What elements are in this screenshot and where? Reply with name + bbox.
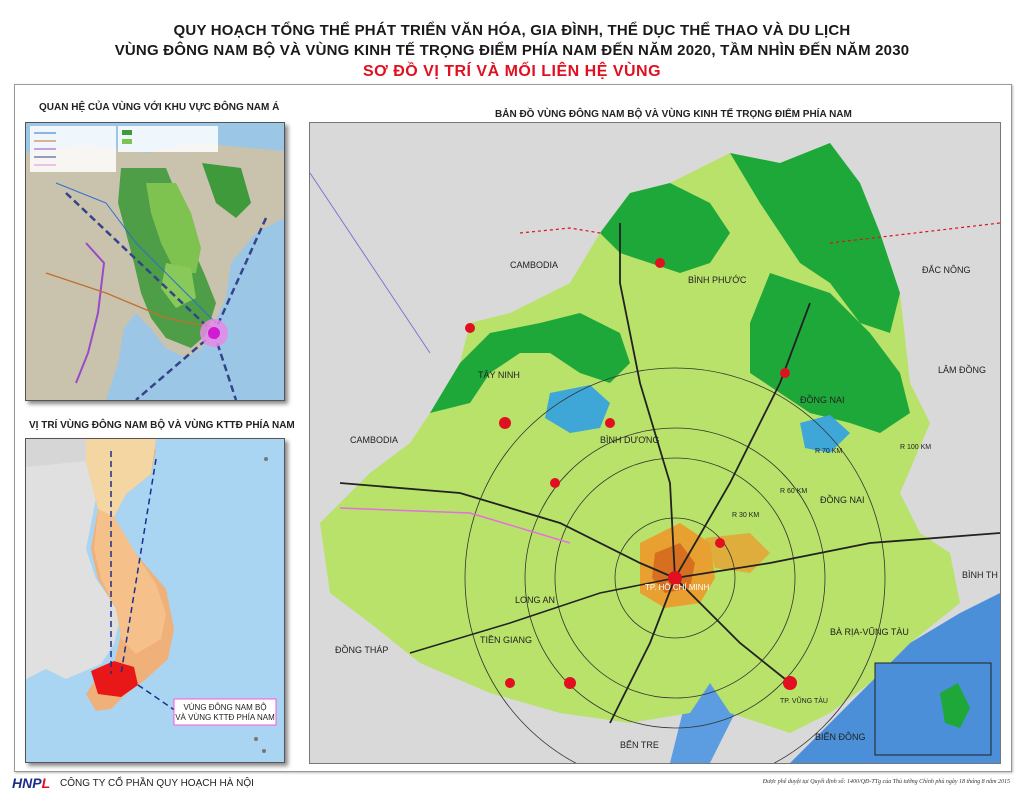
company-logo: HNPL [12,775,50,791]
southeast-asia-map [25,122,285,401]
panel-title-main-map: BẢN ĐỒ VÙNG ĐÔNG NAM BỘ VÀ VÙNG KINH TẾ … [495,109,852,120]
vietnam-location-map: VÙNG ĐÔNG NAM BỘ VÀ VÙNG KTTĐ PHÍA NAM [25,438,285,763]
title-line-1: QUY HOẠCH TỔNG THỂ PHÁT TRIỂN VĂN HÓA, G… [173,22,851,39]
logo-accent-text: L [41,775,51,791]
label-r100: R 100 KM [900,444,931,451]
company-name: CÔNG TY CỔ PHẦN QUY HOẠCH HÀ NỘI [60,778,254,789]
label-dong-thap: ĐỒNG THÁP [335,644,388,655]
location-callout-line-2: VÀ VÙNG KTTĐ PHÍA NAM [175,713,275,722]
label-cambodia-west: CAMBODIA [350,435,398,445]
label-dong-nai-north: ĐỒNG NAI [800,394,845,405]
regional-map: CAMBODIA CAMBODIA BÌNH PHƯỚC TÂY NINH BÌ… [309,122,1001,764]
approval-note: Được phê duyệt tại Quyết định số: 1400/Q… [762,779,1010,785]
label-ben-tre: BẾN TRE [620,740,659,750]
label-cambodia-north: CAMBODIA [510,260,558,270]
label-tp-vung-tau: TP. VŨNG TÀU [780,696,828,705]
map-sheet-frame: QUAN HỆ CỦA VÙNG VỚI KHU VỰC ĐÔNG NAM Á [14,84,1012,772]
label-bien-dong: BIỂN ĐÔNG [815,731,866,742]
vietnam-location-map-graphic: VÙNG ĐÔNG NAM BỘ VÀ VÙNG KTTĐ PHÍA NAM [26,439,284,762]
map-subtitle: SƠ ĐỒ VỊ TRÍ VÀ MỐI LIÊN HỆ VÙNG [362,63,662,80]
label-binh-thuan: BÌNH TH [962,570,998,580]
regional-map-graphic: CAMBODIA CAMBODIA BÌNH PHƯỚC TÂY NINH BÌ… [310,123,1000,763]
label-binh-duong: BÌNH DƯƠNG [600,435,659,445]
logo-main-text: HNP [12,775,42,791]
label-lam-dong: LÂM ĐỒNG [938,364,986,375]
southeast-asia-map-graphic [26,123,284,400]
label-long-an: LONG AN [515,595,555,605]
panel-title-location: VỊ TRÍ VÙNG ĐÔNG NAM BỘ VÀ VÙNG KTTĐ PHÍ… [29,420,295,431]
label-tien-giang: TIỀN GIANG [480,635,532,645]
label-r30: R 30 KM [732,512,759,519]
label-tay-ninh: TÂY NINH [478,370,520,380]
label-binh-phuoc: BÌNH PHƯỚC [688,275,747,285]
label-dong-nai-south: ĐỒNG NAI [820,494,865,505]
label-r60: R 60 KM [780,488,807,495]
panel-title-southeast-asia: QUAN HỆ CỦA VÙNG VỚI KHU VỰC ĐÔNG NAM Á [39,102,280,113]
title-line-2: VÙNG ĐÔNG NAM BỘ VÀ VÙNG KINH TẾ TRỌNG Đ… [114,42,910,59]
location-callout-line-1: VÙNG ĐÔNG NAM BỘ [183,703,266,712]
label-dak-nong: ĐẮC NÔNG [922,265,971,275]
label-r70: R 70 KM [815,448,842,455]
label-ba-ria-vung-tau: BÀ RỊA-VŨNG TÀU [830,627,909,637]
label-tp-hcm: TP. HỒ CHÍ MINH [645,582,710,592]
